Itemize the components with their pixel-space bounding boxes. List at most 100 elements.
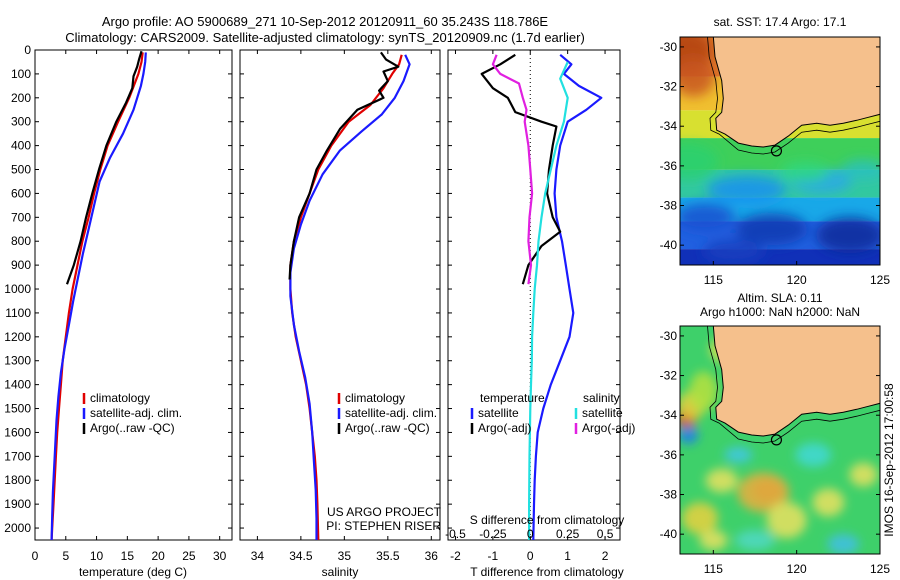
sst-blob bbox=[841, 159, 880, 180]
depth-tick-label: 1400 bbox=[4, 378, 31, 392]
depth-tick-label: 1800 bbox=[4, 473, 31, 487]
sla-map-xtick-label: 115 bbox=[704, 562, 723, 576]
depth-tick-label: 100 bbox=[11, 67, 31, 81]
depth-tick-label: 0 bbox=[24, 43, 31, 57]
sla-blob bbox=[689, 371, 718, 412]
salinity-diff-tick-label: 0.25 bbox=[556, 527, 580, 541]
sla-blob bbox=[735, 530, 775, 551]
sst-map-ytick-label: -38 bbox=[660, 199, 678, 213]
depth-tick-label: 1000 bbox=[4, 282, 31, 296]
shelf-contour bbox=[707, 37, 880, 155]
sla-map-field bbox=[680, 326, 880, 554]
depth-tick-label: 1100 bbox=[5, 306, 31, 320]
sla-blob bbox=[795, 442, 832, 467]
salinity-xtick-label: 35 bbox=[338, 549, 352, 563]
temperature-xtick-label: 15 bbox=[121, 549, 135, 563]
sst-blob bbox=[703, 239, 764, 264]
difference-xtick-label: -2 bbox=[450, 549, 461, 563]
sla-blob bbox=[699, 530, 728, 551]
depth-tick-label: 1300 bbox=[4, 354, 31, 368]
series-satellite-adj-clim- bbox=[50, 52, 147, 540]
sla-blob bbox=[724, 446, 753, 463]
temperature-xtick-label: 5 bbox=[62, 549, 69, 563]
sla-blob bbox=[680, 426, 699, 445]
sla-map-subtitle: Argo h1000: NaN h2000: NaN bbox=[700, 305, 860, 319]
difference-xtick-label: 2 bbox=[602, 549, 609, 563]
salinity-curves bbox=[288, 51, 411, 540]
temperature-xtick-label: 10 bbox=[90, 549, 104, 563]
sla-map-ytick-label: -34 bbox=[660, 408, 678, 422]
difference-legend-title: temperature bbox=[480, 391, 545, 405]
difference-xtick-label: 0 bbox=[527, 549, 534, 563]
sst-blob bbox=[816, 217, 880, 254]
sst-map-ytick-label: -40 bbox=[660, 238, 678, 252]
sst-map-xtick-label: 125 bbox=[870, 273, 890, 287]
salinity-xtick-label: 36 bbox=[425, 549, 439, 563]
argo-position-marker bbox=[770, 145, 783, 157]
temperature-diff-legend-label: Argo(-adj) bbox=[478, 421, 531, 435]
depth-tick-label: 1500 bbox=[4, 402, 31, 416]
depth-tick-label: 900 bbox=[11, 258, 31, 272]
depth-tick-label: 1600 bbox=[4, 425, 31, 439]
sla-map-xtick-label: 120 bbox=[787, 562, 807, 576]
sla-map-ytick-label: -36 bbox=[660, 448, 678, 462]
sst-map-field bbox=[680, 37, 880, 265]
sst-map-ytick-label: -36 bbox=[660, 159, 678, 173]
temperature-axes-frame bbox=[34, 49, 233, 541]
sst-blobs bbox=[680, 37, 880, 264]
shelf-contour bbox=[707, 326, 880, 444]
chart-title: Argo profile: AO 5900689_271 10-Sep-2012… bbox=[101, 14, 549, 29]
axes-frames bbox=[34, 49, 621, 541]
sla-blob bbox=[766, 502, 807, 539]
depth-tick-label: 2000 bbox=[4, 521, 31, 535]
temperature-xlabel: temperature (deg C) bbox=[79, 565, 187, 579]
sla-map-ytick-label: -32 bbox=[660, 369, 678, 383]
sst-map-xtick-label: 120 bbox=[787, 273, 807, 287]
sla-map-ytick-label: -38 bbox=[660, 488, 678, 502]
sla-blob bbox=[737, 472, 790, 513]
temperature-legend-label: climatology bbox=[90, 391, 150, 405]
temperature-xtick-label: 20 bbox=[151, 549, 165, 563]
sla-map-frame bbox=[679, 325, 881, 555]
depth-tick-label: 200 bbox=[11, 91, 31, 105]
sst-map-xtick-label: 115 bbox=[704, 273, 723, 287]
land-australia bbox=[712, 326, 880, 437]
salinity-legend-label: climatology bbox=[345, 391, 405, 405]
difference-curves bbox=[480, 50, 603, 540]
salinity-xtick-label: 35.5 bbox=[376, 549, 400, 563]
difference-xtick-label: -1 bbox=[488, 549, 499, 563]
temperature-diff-legend-label: satellite bbox=[478, 406, 519, 420]
series-satellite bbox=[532, 53, 603, 540]
temperature-xtick-label: 25 bbox=[182, 549, 196, 563]
temperature-xtick-label: 0 bbox=[32, 549, 39, 563]
salinity-diff-tick-label: 0 bbox=[527, 527, 534, 541]
salinity-diff-tick-label: -0.5 bbox=[445, 527, 466, 541]
sla-blob bbox=[812, 488, 845, 517]
temperature-curves bbox=[50, 50, 147, 540]
sst-blob bbox=[680, 143, 719, 180]
depth-tick-label: 500 bbox=[11, 163, 31, 177]
sst-blob bbox=[781, 161, 829, 182]
sst-blob bbox=[735, 213, 808, 246]
depth-tick-label: 800 bbox=[11, 234, 31, 248]
series-argo-raw-qc- bbox=[65, 50, 143, 285]
series-argo-raw-qc- bbox=[288, 51, 400, 280]
depth-tick-label: 300 bbox=[11, 115, 31, 129]
salinity-diff-legend-label: satellite bbox=[582, 406, 623, 420]
difference-xlabel: T difference from climatology bbox=[470, 565, 624, 579]
sst-map-title: sat. SST: 17.4 Argo: 17.1 bbox=[714, 15, 847, 29]
timestamp-label: IMOS 16-Sep-2012 17:00:58 bbox=[882, 383, 896, 537]
depth-tick-label: 700 bbox=[11, 210, 31, 224]
sla-map-title: Altim. SLA: 0.11 bbox=[737, 291, 822, 305]
series-satellite bbox=[527, 61, 569, 540]
sst-blob bbox=[680, 56, 716, 97]
difference-xtick-label: 1 bbox=[564, 549, 571, 563]
salinity-diff-legend-label: Argo(-adj) bbox=[582, 421, 635, 435]
depth-tick-label: 1200 bbox=[4, 330, 31, 344]
chart-subtitle: Climatology: CARS2009. Satellite-adjuste… bbox=[65, 30, 585, 45]
depth-tick-label: 600 bbox=[11, 186, 31, 200]
tick-marks: 0100200300400500600700800900100011001200… bbox=[4, 43, 620, 563]
sla-map-xtick-label: 125 bbox=[870, 562, 890, 576]
